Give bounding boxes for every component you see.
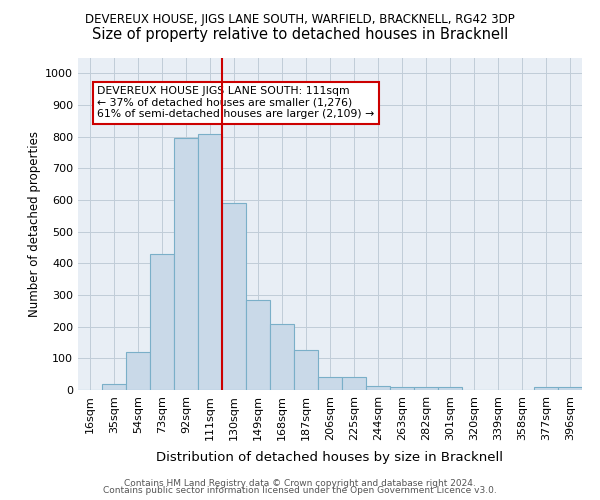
Bar <box>222 203 246 390</box>
Bar <box>390 387 414 390</box>
Bar <box>366 386 390 390</box>
Text: Contains public sector information licensed under the Open Government Licence v3: Contains public sector information licen… <box>103 486 497 495</box>
Bar <box>294 350 318 390</box>
Y-axis label: Number of detached properties: Number of detached properties <box>28 130 41 317</box>
Bar <box>270 324 294 390</box>
Bar <box>126 352 150 390</box>
Bar <box>246 300 270 390</box>
Bar <box>318 378 342 390</box>
Text: DEVEREUX HOUSE, JIGS LANE SOUTH, WARFIELD, BRACKNELL, RG42 3DP: DEVEREUX HOUSE, JIGS LANE SOUTH, WARFIEL… <box>85 12 515 26</box>
Bar <box>174 138 198 390</box>
Bar <box>438 388 462 390</box>
X-axis label: Distribution of detached houses by size in Bracknell: Distribution of detached houses by size … <box>157 451 503 464</box>
Text: Contains HM Land Registry data © Crown copyright and database right 2024.: Contains HM Land Registry data © Crown c… <box>124 478 476 488</box>
Bar <box>198 134 222 390</box>
Bar <box>342 378 366 390</box>
Bar <box>534 388 558 390</box>
Text: Size of property relative to detached houses in Bracknell: Size of property relative to detached ho… <box>92 28 508 42</box>
Bar <box>414 388 438 390</box>
Bar <box>150 254 174 390</box>
Bar <box>102 384 126 390</box>
Bar <box>558 388 582 390</box>
Text: DEVEREUX HOUSE JIGS LANE SOUTH: 111sqm
← 37% of detached houses are smaller (1,2: DEVEREUX HOUSE JIGS LANE SOUTH: 111sqm ←… <box>97 86 374 119</box>
